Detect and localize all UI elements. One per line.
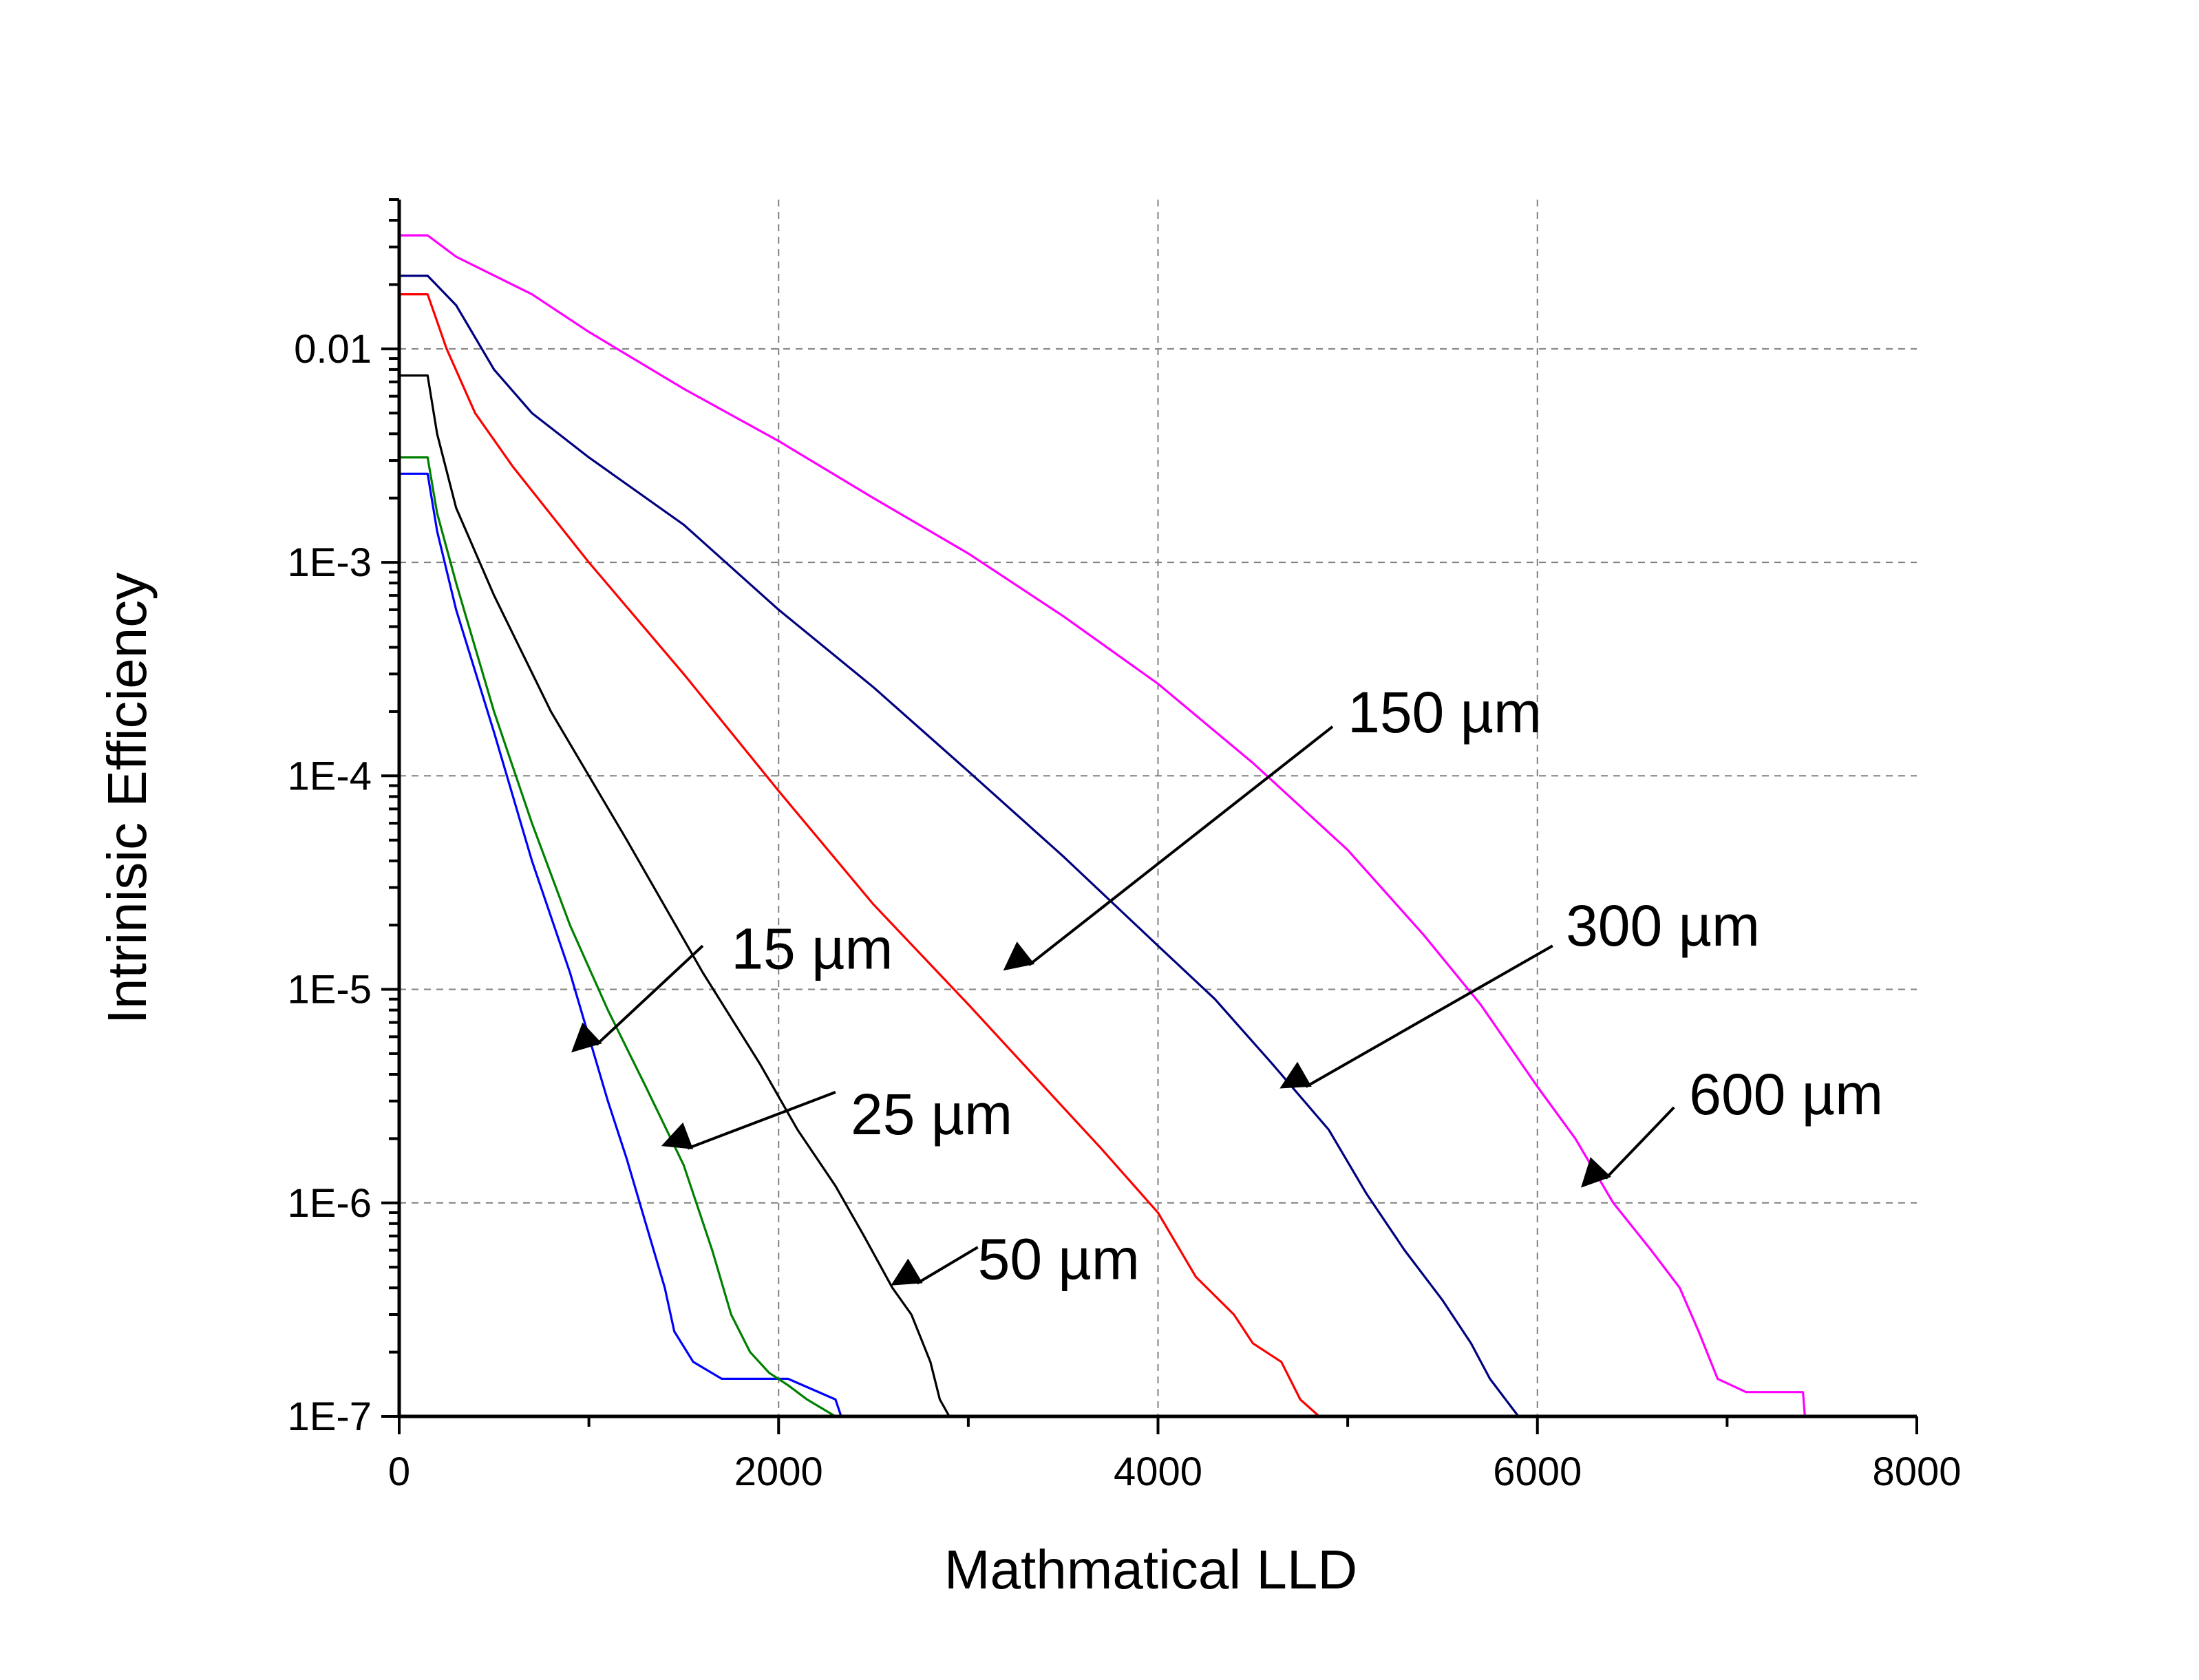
x-tick-label: 8000 bbox=[1872, 1449, 1961, 1494]
annotations: 15 µm 25 µm 50 µm 150 µm 300 µm 600 µm bbox=[571, 680, 1883, 1291]
label-25-um: 25 µm bbox=[851, 1082, 1012, 1147]
y-tick-label: 1E-5 bbox=[287, 968, 372, 1012]
arrow-25-um bbox=[661, 1091, 836, 1150]
label-300-um: 300 µm bbox=[1566, 893, 1760, 958]
y-tick-label: 1E-7 bbox=[287, 1394, 372, 1439]
series-line-2 bbox=[399, 456, 836, 1418]
arrow-300-um bbox=[1279, 944, 1553, 1089]
series-lines bbox=[399, 234, 1806, 1418]
arrow-150-um bbox=[1003, 725, 1334, 971]
y-tick-label: 1E-6 bbox=[287, 1181, 372, 1226]
arrow-50-um bbox=[891, 1246, 979, 1286]
arrow-600-um bbox=[1581, 1106, 1675, 1188]
x-tick-label: 6000 bbox=[1493, 1449, 1582, 1494]
arrow-15-um bbox=[571, 944, 704, 1053]
series-line-4 bbox=[399, 293, 1320, 1418]
label-15-um: 15 µm bbox=[731, 916, 893, 981]
y-tick-label: 1E-4 bbox=[287, 754, 372, 798]
x-tick-label: 2000 bbox=[734, 1449, 823, 1494]
series-line-3 bbox=[399, 374, 950, 1417]
x-tick-label: 0 bbox=[388, 1449, 410, 1494]
y-axis-title: Intrinisic Efficiency bbox=[96, 573, 158, 1025]
label-150-um: 150 µm bbox=[1348, 680, 1542, 745]
label-50-um: 50 µm bbox=[978, 1226, 1140, 1291]
y-tick-label: 1E-3 bbox=[287, 540, 372, 585]
x-tick-label: 4000 bbox=[1114, 1449, 1202, 1494]
axes: 0 2000 4000 6000 8000 0.01 1E-3 1E-4 1E-5 1E-6 1E-… bbox=[287, 198, 1962, 1494]
y-tick-label: 0.01 bbox=[294, 327, 372, 372]
series-line-6 bbox=[399, 234, 1806, 1417]
label-600-um: 600 µm bbox=[1689, 1062, 1883, 1127]
x-axis-title: Mathmatical LLD bbox=[944, 1539, 1357, 1600]
grid bbox=[399, 200, 1917, 1416]
series-line-1 bbox=[399, 472, 893, 1418]
